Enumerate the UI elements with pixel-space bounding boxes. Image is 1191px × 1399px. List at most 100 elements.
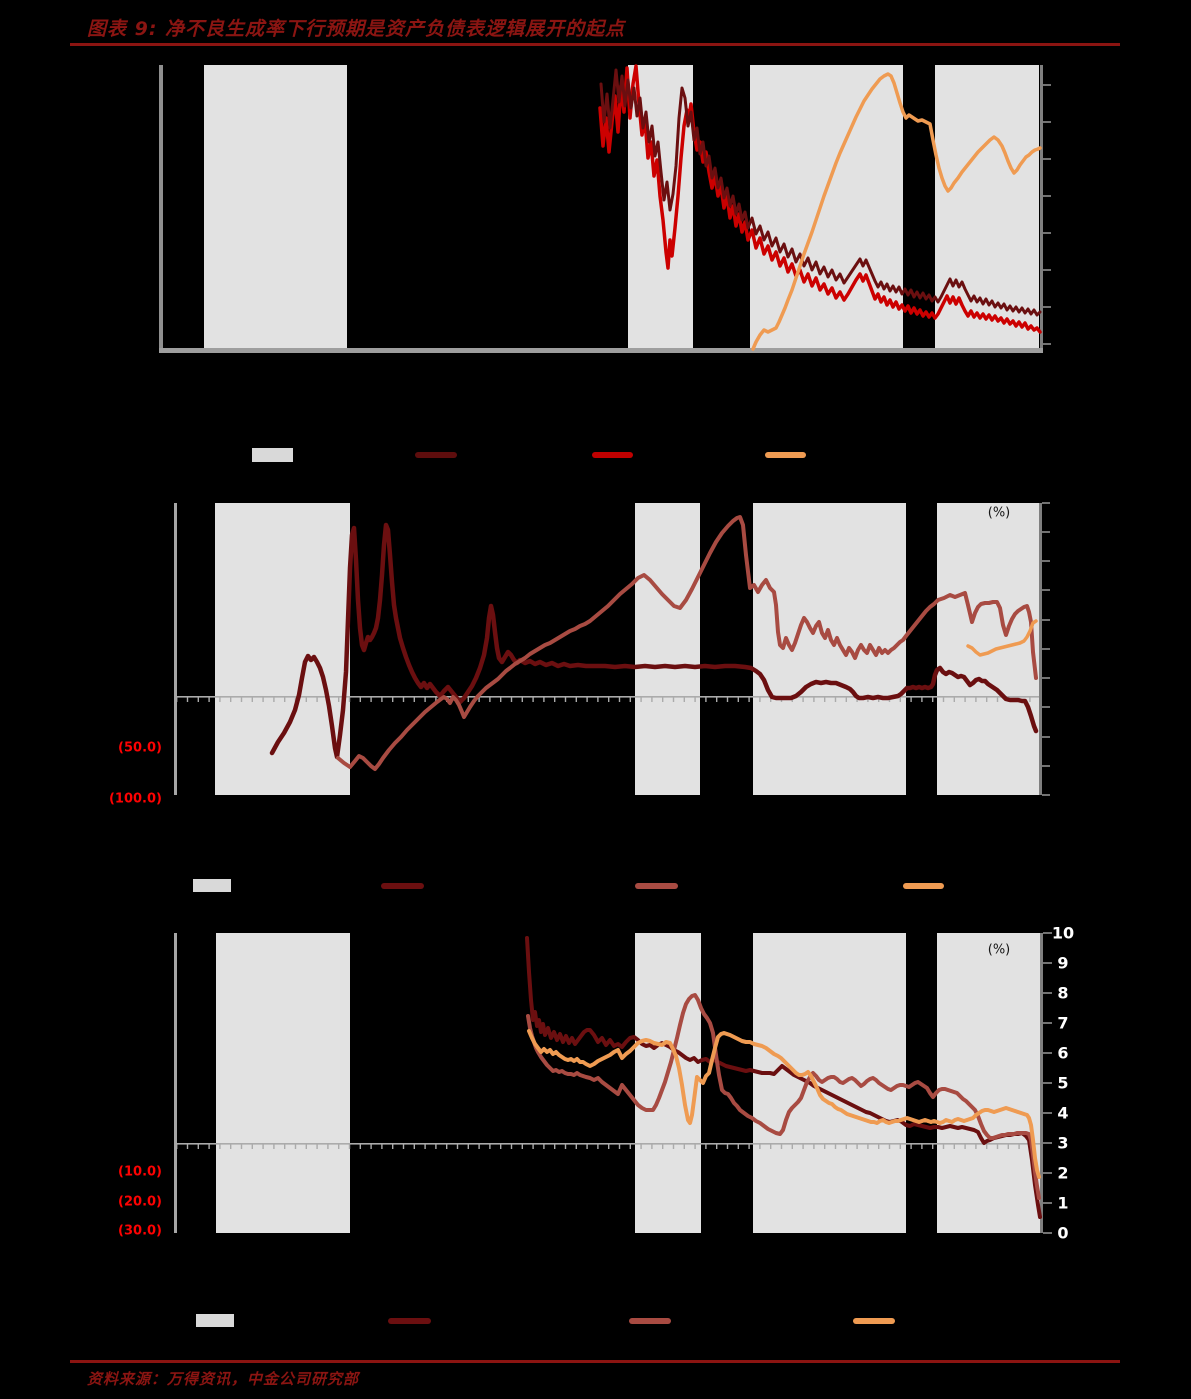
zero-line-tick [575, 1143, 577, 1149]
zero-line-tick [813, 696, 815, 702]
zero-line-tick [910, 696, 912, 702]
highlight-band [937, 503, 1039, 795]
zero-line-tick [802, 696, 804, 702]
zero-line-tick [986, 696, 988, 702]
right-axis-tick [1042, 589, 1050, 591]
zero-line-tick [564, 696, 567, 702]
legend-1-swatch-line-2 [635, 883, 678, 889]
legend-2-swatch-line-2 [629, 1318, 671, 1324]
right-axis-tick [1043, 932, 1052, 934]
zero-line-tick [845, 696, 847, 702]
zero-line-tick [651, 1143, 653, 1149]
zero-line-tick [716, 696, 718, 702]
zero-line-tick [672, 1143, 675, 1149]
zero-line-tick [219, 1143, 221, 1149]
zero-line-tick [305, 1143, 307, 1149]
legend-0-swatch-line-3 [765, 452, 806, 458]
right-axis-tick [1043, 195, 1051, 197]
zero-line-tick [338, 696, 340, 702]
right-axis-tick [1042, 677, 1050, 679]
zero-line-tick [824, 1143, 826, 1149]
zero-line-tick [176, 1143, 178, 1149]
zero-line-tick [856, 1143, 858, 1149]
zero-line-tick [759, 696, 761, 702]
zero-line-tick [737, 696, 739, 702]
zero-line-tick [770, 696, 772, 702]
zero-line-tick [672, 696, 675, 702]
zero-line-tick [359, 1143, 361, 1149]
zero-line-tick [878, 1143, 880, 1149]
zero-line-tick [392, 1143, 394, 1149]
zero-line-tick [230, 696, 232, 702]
zero-line-tick [478, 1143, 480, 1149]
zero-line-tick [392, 696, 394, 702]
bottom-dark-maroon-series [525, 936, 1042, 1219]
zero-line-tick [867, 1143, 869, 1149]
zero-line-tick [532, 1143, 534, 1149]
zero-line-tick [716, 1143, 718, 1149]
source-note: 资料来源：万得资讯，中金公司研究部 [87, 1370, 360, 1388]
highlight-band [635, 933, 701, 1233]
zero-line-tick [932, 1143, 934, 1149]
zero-line-tick [726, 696, 729, 702]
zero-line-tick [176, 696, 178, 702]
zero-line-tick [186, 696, 189, 702]
highlight-band [753, 933, 906, 1233]
zero-line-tick [435, 696, 437, 702]
right-axis-tick [1043, 121, 1051, 123]
zero-line-tick [348, 696, 351, 702]
right-axis-tick [1043, 1112, 1052, 1114]
zero-line-tick [737, 1143, 739, 1149]
zero-line-tick [629, 1143, 631, 1149]
zero-line-tick [500, 696, 502, 702]
right-axis-tick [1043, 962, 1052, 964]
right-axis-tick [1043, 232, 1051, 234]
y-axis-line [174, 503, 177, 795]
zero-line-tick [262, 1143, 264, 1149]
zero-line-tick [510, 1143, 513, 1149]
zero-line-tick [975, 696, 977, 702]
right-axis-tick [1042, 765, 1050, 767]
middle-chart [174, 502, 1050, 796]
zero-line-tick [294, 696, 297, 702]
zero-line-tick [964, 696, 966, 702]
zero-line-tick [305, 696, 307, 702]
zero-line-tick [899, 1143, 901, 1149]
right-axis-tick [1043, 306, 1051, 308]
right-axis-tick [1042, 706, 1050, 708]
zero-line-tick [780, 1143, 783, 1149]
highlight-band [215, 503, 350, 795]
highlight-band [635, 503, 700, 795]
zero-line-tick [824, 696, 826, 702]
middle-brick-red-series [336, 515, 1038, 771]
zero-line-tick [597, 696, 599, 702]
right-axis-tick [1043, 269, 1051, 271]
top-chart [159, 64, 1051, 353]
zero-line-tick [284, 696, 286, 702]
right-axis-tick [1042, 794, 1050, 796]
zero-line-tick [662, 1143, 664, 1149]
zero-line-tick [1018, 1143, 1020, 1149]
highlight-band [216, 933, 350, 1233]
right-axis-line [1039, 503, 1042, 795]
zero-line-tick [284, 1143, 286, 1149]
legend-2-swatch-box-0 [196, 1314, 234, 1327]
zero-line-tick [543, 696, 545, 702]
zero-line-tick [1029, 696, 1031, 702]
zero-line-tick [338, 1143, 340, 1149]
zero-line-tick [251, 1143, 253, 1149]
right-axis-tick [1043, 1052, 1052, 1054]
zero-line-tick [273, 1143, 275, 1149]
zero-line-tick [467, 696, 469, 702]
zero-line-tick [953, 696, 955, 702]
zero-line-tick [316, 696, 318, 702]
legend-0-swatch-line-1 [415, 452, 457, 458]
legend-0-swatch-line-2 [592, 452, 633, 458]
zero-line-tick [964, 1143, 966, 1149]
footer-rule [70, 1360, 1120, 1363]
zero-line-tick [381, 696, 383, 702]
bottom-brick-red-series [526, 993, 1041, 1200]
zero-line-tick [316, 1143, 318, 1149]
zero-line-tick [953, 1143, 955, 1149]
